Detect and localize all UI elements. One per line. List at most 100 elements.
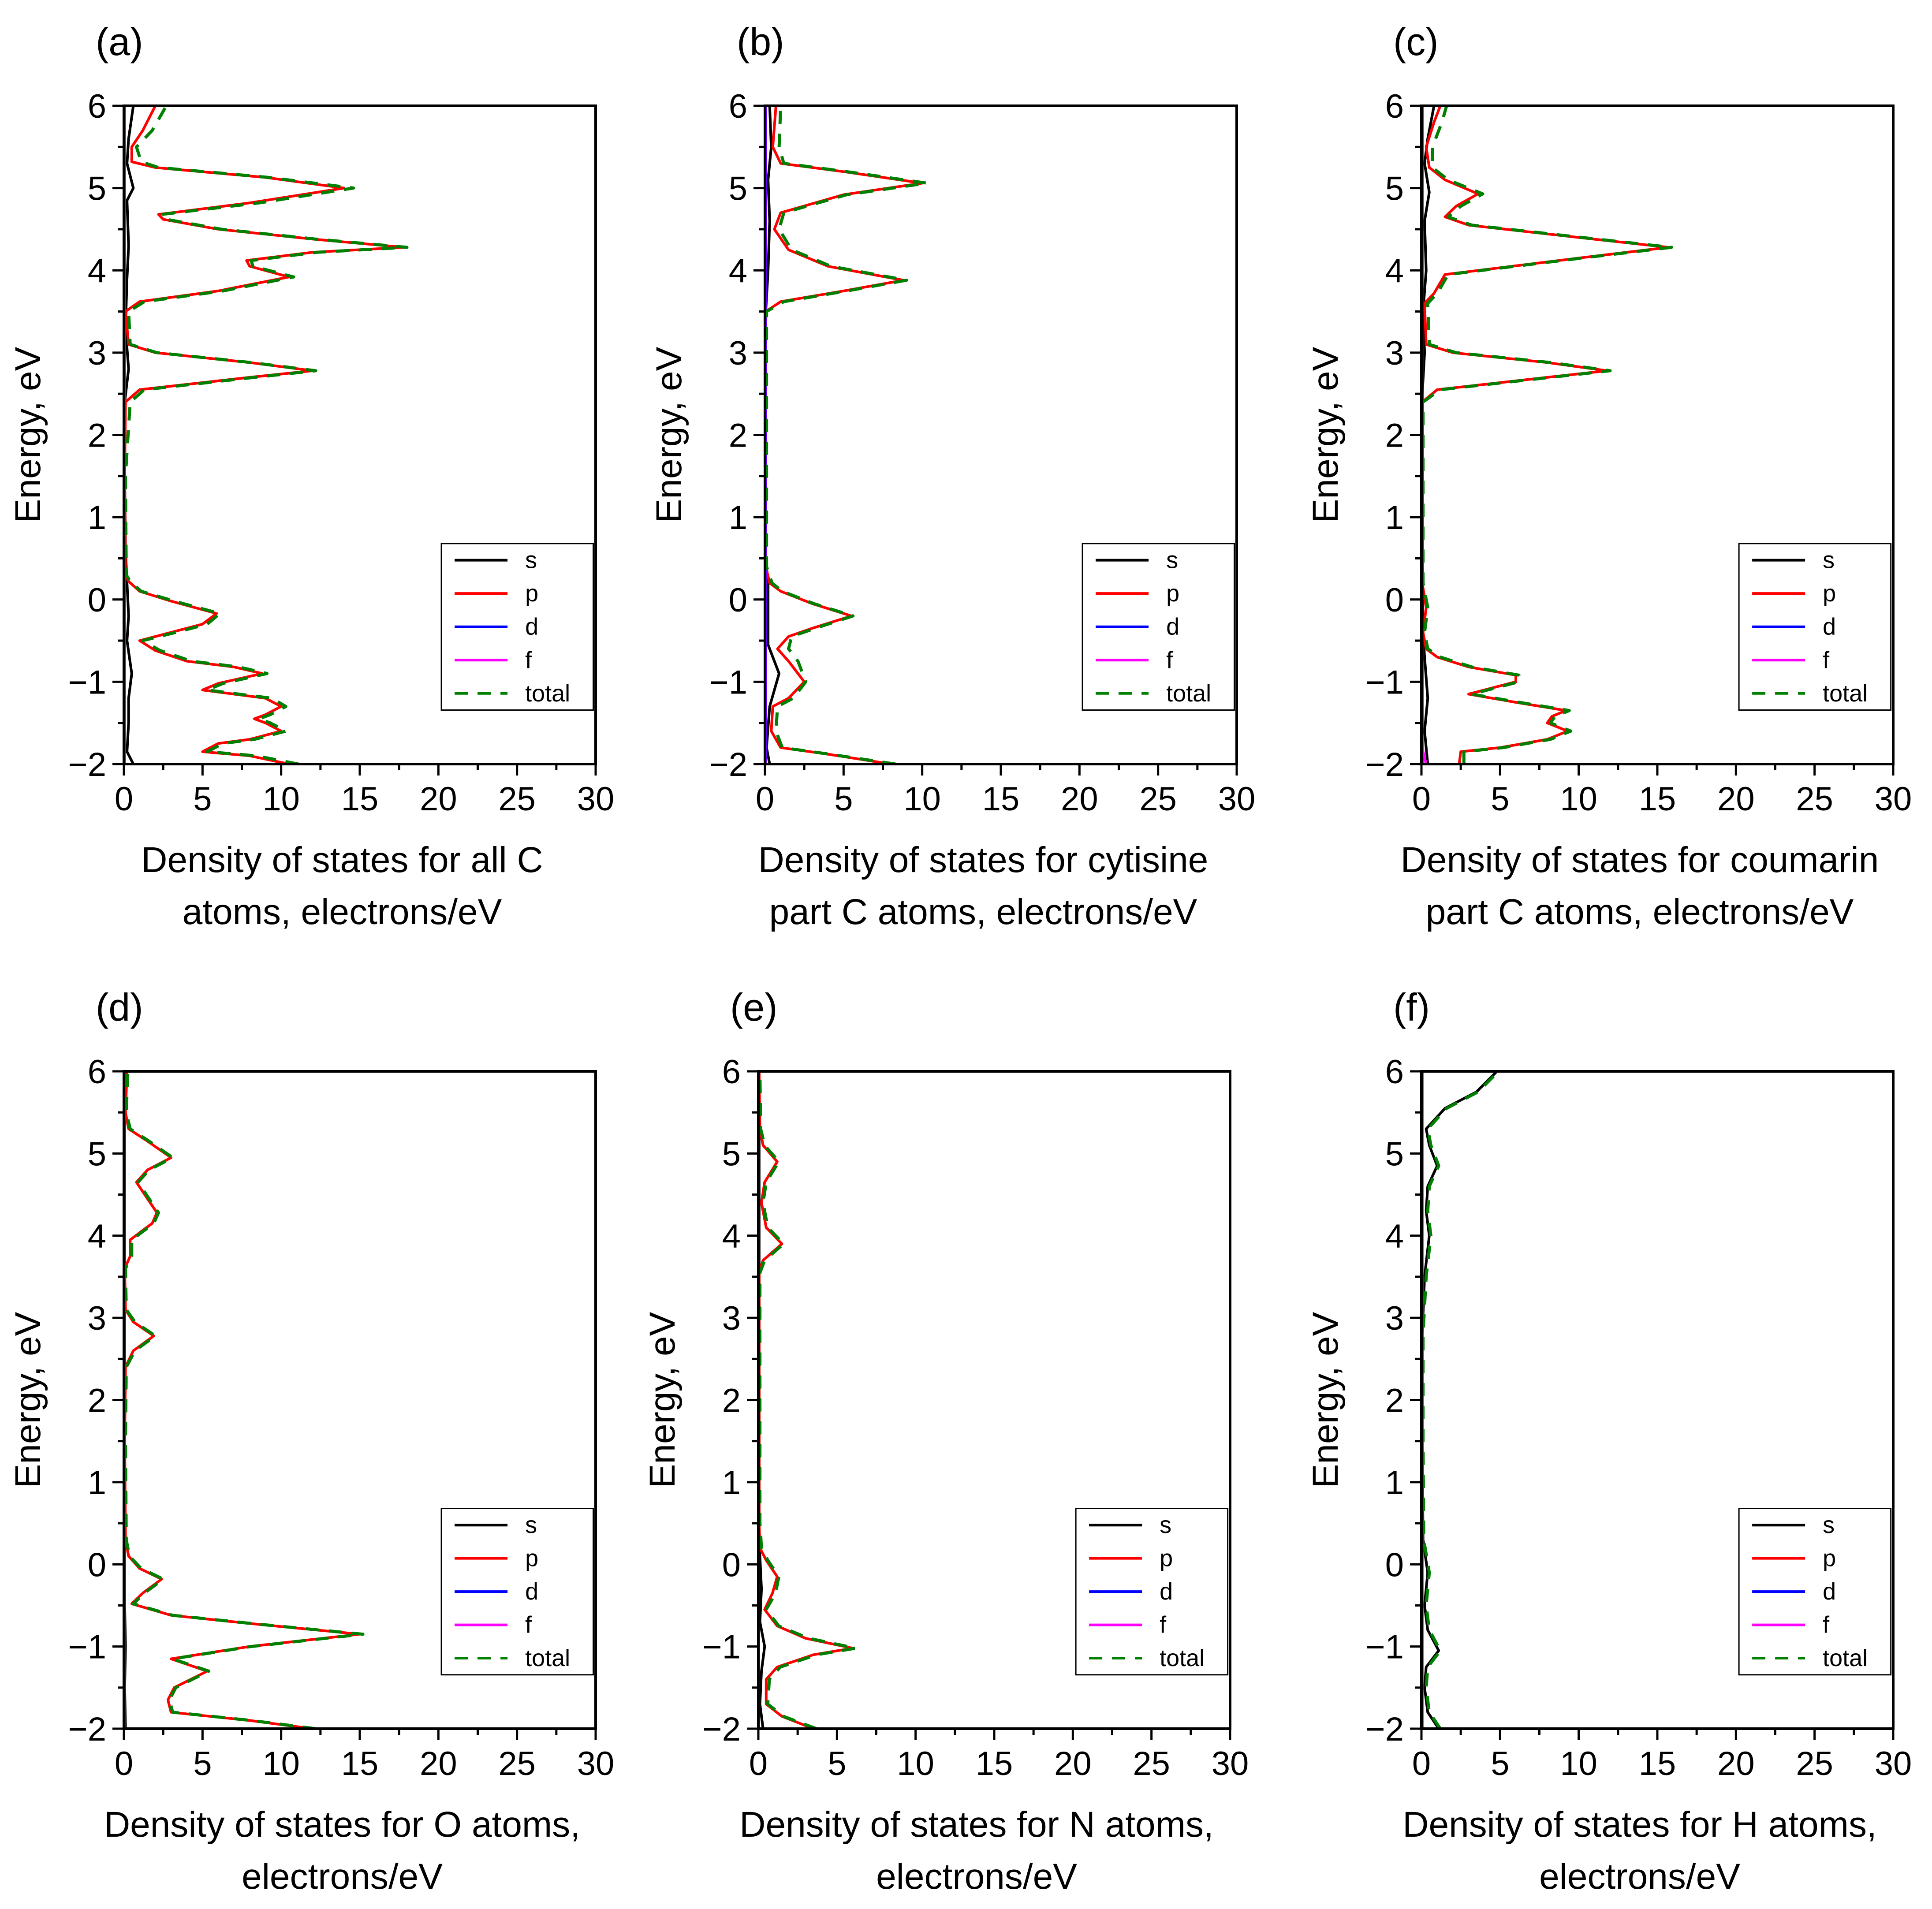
series-total-line [124,106,409,764]
legend-label-s: s [525,547,537,574]
x-tick-label: 15 [1639,780,1676,818]
y-tick-label: 6 [722,1053,741,1091]
x-tick-label: 25 [1796,1745,1833,1782]
series-p-line [124,106,405,764]
y-tick-label: 3 [722,1300,741,1337]
x-tick-label: 10 [1560,1745,1597,1782]
y-tick-label: 0 [88,582,106,619]
y-tick-label: 4 [1385,1218,1404,1255]
y-tick-label: 4 [88,252,106,290]
x-axis-title-line: Density of states for N atoms, [739,1805,1214,1845]
x-tick-label: 0 [1412,780,1431,818]
x-tick-label: 10 [262,1745,300,1782]
series-s-line [1421,1071,1498,1729]
x-tick-label: 15 [341,1745,379,1782]
series-s-line [1421,106,1436,764]
x-axis-title-line: Density of states for all C [141,840,543,880]
y-tick-label: 3 [1385,335,1404,372]
y-tick-label: 4 [729,252,747,290]
x-axis-title-line: atoms, electrons/eV [183,892,502,932]
x-tick-label: 20 [1061,780,1098,818]
panel-label: (a) [96,20,143,63]
y-tick-label: 2 [722,1382,741,1420]
x-tick-label: 25 [1133,1745,1170,1782]
y-tick-label: 0 [729,582,747,619]
x-axis-title-line: electrons/eV [1539,1857,1740,1897]
y-tick-label: 6 [1385,88,1404,125]
x-tick-label: 0 [115,1745,133,1782]
y-tick-label: −1 [68,1629,106,1666]
legend-label-p: p [1823,1545,1836,1572]
series-total-line [765,106,929,764]
x-tick-label: 20 [420,780,457,818]
x-axis-title-line: part C atoms, electrons/eV [769,892,1197,932]
x-tick-label: 25 [498,1745,536,1782]
legend-label-p: p [1160,1545,1173,1572]
y-tick-label: 2 [1385,417,1404,455]
series-total-line [1421,1071,1500,1729]
y-tick-label: 1 [88,499,106,537]
panel-label: (d) [96,985,143,1029]
x-tick-label: 30 [1875,1745,1912,1782]
x-axis-title-line: Density of states for coumarin [1401,840,1879,880]
y-tick-label: 1 [729,499,747,537]
y-tick-label: −1 [1365,664,1404,701]
y-tick-label: 4 [722,1218,741,1255]
series-p-line [765,106,924,764]
x-tick-label: 15 [982,780,1020,818]
x-tick-label: 5 [1491,1745,1509,1782]
panel-c: 0 5 10 15 20 25 30 −2 −1 0 1 2 3 4 5 6 Energy, eV Density… [1305,20,1912,932]
series-total-line [1421,106,1673,764]
y-tick-label: −2 [68,1711,106,1748]
legend-label-s: s [1823,1512,1835,1538]
y-tick-label: 0 [1385,1546,1404,1584]
panel-d: 0 5 10 15 20 25 30 −2 −1 0 1 2 3 4 5 6 Energy, eV Density… [8,985,614,1897]
legend-label-total: total [525,680,570,707]
x-tick-label: 25 [498,780,536,818]
legend-label-f: f [525,647,532,673]
y-tick-label: 1 [722,1464,741,1502]
x-tick-label: 30 [577,1745,615,1782]
y-tick-label: 5 [729,170,747,208]
x-tick-label: 20 [1717,780,1755,818]
y-tick-label: 2 [729,417,747,455]
legend-label-f: f [1823,647,1830,673]
x-axis-title-line: Density of states for H atoms, [1402,1805,1877,1845]
panel-f: 0 5 10 15 20 25 30 −2 −1 0 1 2 3 4 5 6 Energy, eV Density… [1305,985,1912,1897]
y-tick-label: −2 [1365,746,1404,783]
panel-label: (c) [1393,20,1439,63]
y-axis-title: Energy, eV [649,347,689,523]
y-tick-label: −2 [1365,1711,1404,1748]
x-tick-label: 30 [1218,780,1256,818]
legend-label-d: d [525,1578,538,1605]
y-tick-label: 4 [88,1218,106,1255]
y-tick-label: 0 [1385,582,1404,619]
legend-label-total: total [1823,680,1868,707]
legend-label-total: total [1823,1645,1868,1671]
legend-label-d: d [1823,1578,1836,1605]
x-tick-label: 15 [1639,1745,1676,1782]
x-tick-label: 5 [828,1745,846,1782]
y-tick-label: 3 [729,335,747,372]
x-tick-label: 0 [1412,1745,1431,1782]
series-p-line [124,1071,361,1729]
y-tick-label: 3 [88,335,106,372]
legend-label-d: d [1160,1578,1173,1605]
x-tick-label: 5 [834,780,853,818]
y-tick-label: 6 [88,1053,106,1091]
y-tick-label: 0 [722,1546,741,1584]
y-axis-title: Energy, eV [8,347,48,523]
y-tick-label: 3 [1385,1300,1404,1337]
panel-a: 0 5 10 15 20 25 30 −2 −1 0 1 2 3 4 5 6 Energy, eV Density… [8,20,614,932]
y-tick-label: 4 [1385,252,1404,290]
x-tick-label: 10 [262,780,300,818]
y-tick-label: 0 [88,1546,106,1584]
y-tick-label: 6 [88,88,106,125]
y-tick-label: 1 [88,1464,106,1502]
y-tick-label: 2 [88,417,106,455]
y-axis-title: Energy, eV [8,1312,48,1488]
